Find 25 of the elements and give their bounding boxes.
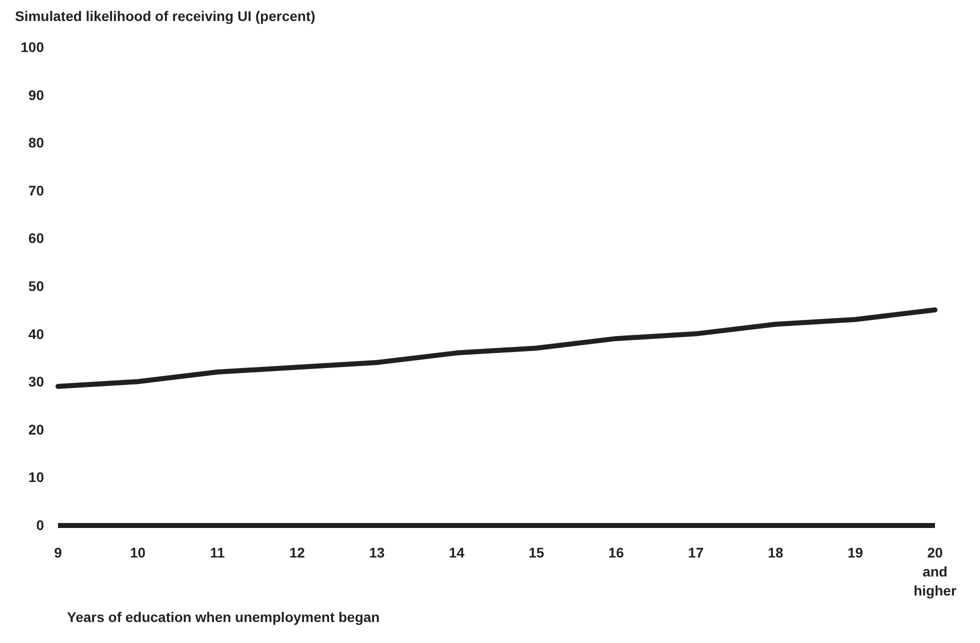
y-tick-label: 70 xyxy=(28,182,44,198)
y-tick-label: 10 xyxy=(28,469,44,486)
x-tick-label: 12 xyxy=(289,544,306,560)
x-tick-label: 13 xyxy=(369,544,385,560)
x-tick-label: 14 xyxy=(448,544,465,560)
x-tick-label: 19 xyxy=(847,544,864,560)
y-tick-label: 60 xyxy=(28,230,44,246)
x-tick-label: 18 xyxy=(768,544,784,560)
y-tick-label: 90 xyxy=(28,86,44,103)
y-tick-label: 30 xyxy=(28,374,44,390)
x-axis-title: Years of education when unemployment began xyxy=(67,609,380,625)
x-tick-label: 20 and higher xyxy=(914,544,957,598)
x-tick-label: 10 xyxy=(130,544,146,560)
y-tick-label: 0 xyxy=(36,517,44,533)
y-axis-title: Simulated likelihood of receiving UI (percent) xyxy=(15,8,316,24)
y-tick-label: 100 xyxy=(20,39,44,55)
x-tick-label: 9 xyxy=(54,544,62,560)
x-tick-label: 16 xyxy=(608,544,624,560)
x-tick-label: 17 xyxy=(688,544,704,560)
x-tick-label: 11 xyxy=(210,544,226,560)
y-tick-label: 20 xyxy=(28,421,44,438)
y-tick-label: 40 xyxy=(28,326,44,342)
y-tick-label: 80 xyxy=(28,134,44,151)
y-tick-label: 50 xyxy=(28,278,44,294)
x-tick-label: 15 xyxy=(528,544,544,560)
